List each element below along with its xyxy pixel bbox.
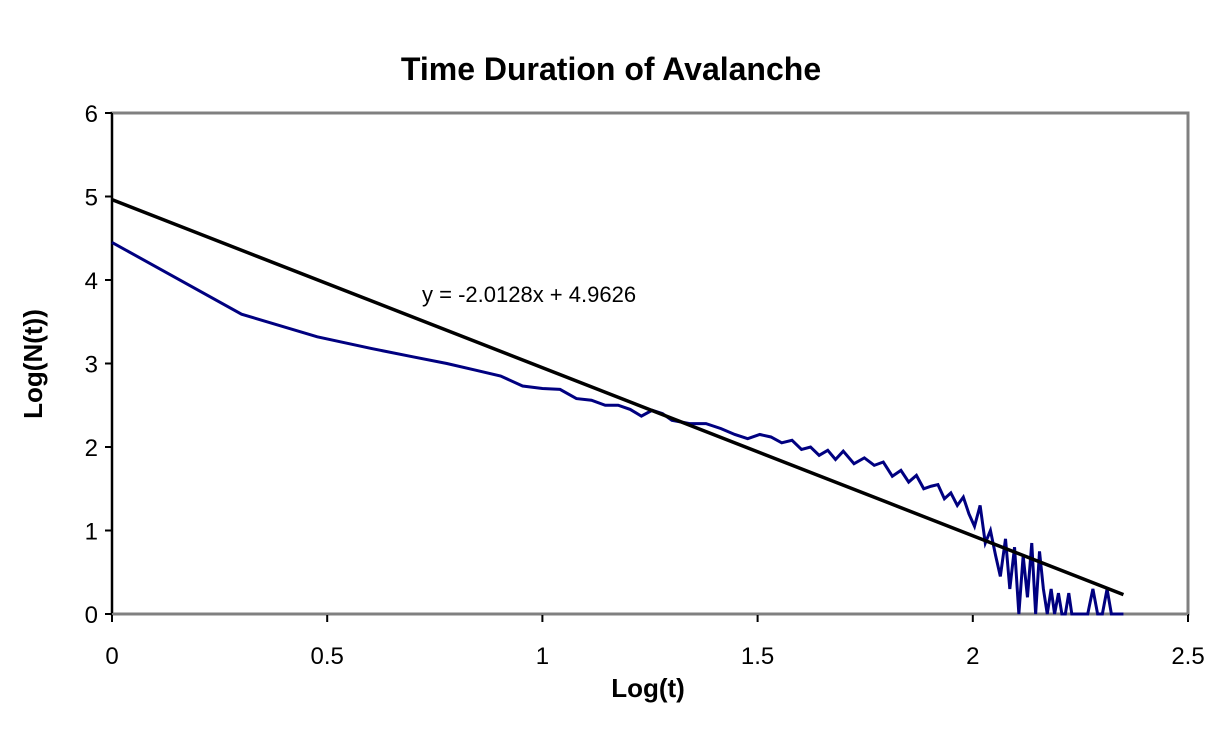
y-tick-label: 2 <box>85 435 98 462</box>
x-axis-label: Log(t) <box>611 673 685 703</box>
x-tick-label: 0.5 <box>311 643 344 670</box>
plot-area <box>110 111 1190 616</box>
trendline <box>111 197 1125 597</box>
y-tick-label: 1 <box>85 519 98 546</box>
y-tick-label: 0 <box>85 602 98 629</box>
x-tick-label: 2.5 <box>1171 643 1204 670</box>
y-axis-label: Log(N(t)) <box>18 309 48 419</box>
x-tick-label: 1.5 <box>741 643 774 670</box>
y-tick-label: 4 <box>85 268 98 295</box>
series-line <box>111 241 1124 616</box>
y-tick-label: 5 <box>85 185 98 212</box>
x-tick-label: 1 <box>536 643 549 670</box>
y-tick-label: 3 <box>85 352 98 379</box>
trendline-equation: y = -2.0128x + 4.9626 <box>422 282 636 307</box>
x-tick-label: 2 <box>966 643 979 670</box>
x-tick-label: 0 <box>105 643 118 670</box>
chart-title: Time Duration of Avalanche <box>401 51 821 87</box>
y-tick-label: 6 <box>85 101 98 128</box>
